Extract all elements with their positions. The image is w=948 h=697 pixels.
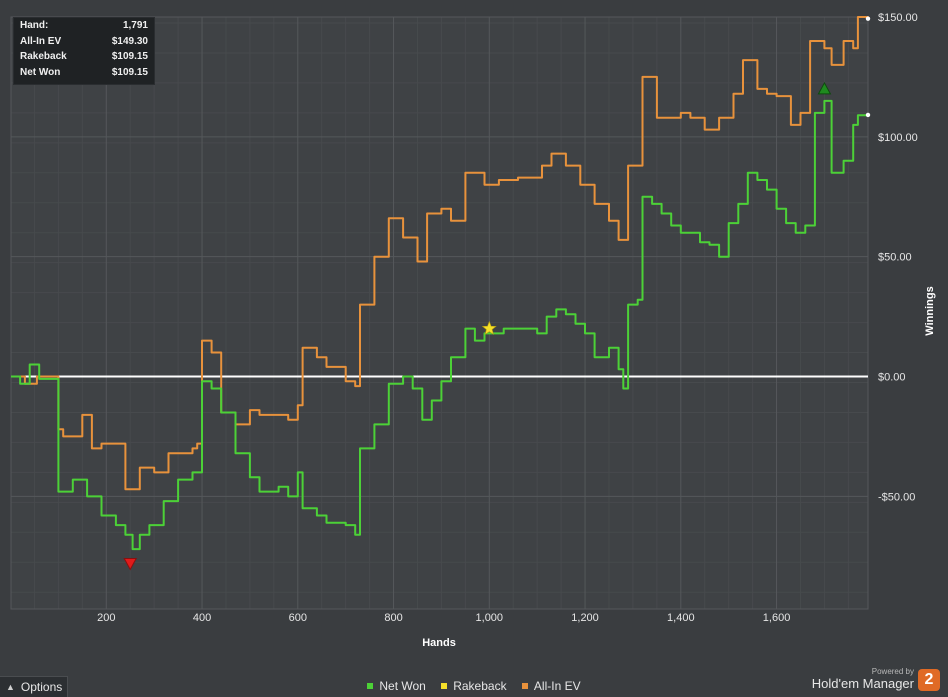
series-end-point xyxy=(865,16,871,21)
brand-logo-block: Powered by Hold'em Manager 2 xyxy=(812,667,940,691)
max-marker-icon xyxy=(817,81,832,95)
min-marker-icon xyxy=(123,557,138,571)
y-tick-label: $50.00 xyxy=(878,252,912,264)
options-button[interactable]: ▲ Options xyxy=(0,676,68,697)
y-axis-title: Winnings xyxy=(924,286,936,335)
brand-text: Powered by Hold'em Manager xyxy=(812,667,914,691)
stats-value: $149.30 xyxy=(111,35,148,47)
tick-labels: 200 400 600 800 1,000 1,200 1,400 1,600 $150.00 $… xyxy=(97,12,918,624)
star-marker-icon xyxy=(481,320,497,335)
stats-row-hand: Hand: 1,791 xyxy=(14,18,154,34)
y-tick-label: -$50.00 xyxy=(878,491,915,503)
x-axis-title: Hands xyxy=(422,637,456,649)
x-tick-label: 1,000 xyxy=(476,612,504,624)
y-tick-label: $100.00 xyxy=(878,132,918,144)
y-tick-label: $0.00 xyxy=(878,372,906,384)
x-tick-label: 1,600 xyxy=(763,612,791,624)
legend-swatch xyxy=(367,683,374,689)
legend-label: All-In EV xyxy=(533,679,581,693)
stats-label: Hand: xyxy=(20,20,49,31)
brand-name: Hold'em Manager xyxy=(811,676,914,691)
stats-label: Rakeback xyxy=(20,51,67,62)
legend-item-net-won[interactable]: Net Won xyxy=(367,679,426,693)
stats-value: $109.15 xyxy=(111,51,148,62)
plot-background xyxy=(11,17,868,609)
x-tick-label: 600 xyxy=(289,612,307,624)
series-line-net-won xyxy=(11,99,869,551)
series-layer xyxy=(11,16,871,551)
legend-label: Rakeback xyxy=(453,679,507,693)
legend-swatch xyxy=(521,683,528,689)
legend-label: Net Won xyxy=(379,679,426,693)
x-tick-label: 1,200 xyxy=(571,612,599,624)
legend-swatch xyxy=(441,683,448,689)
legend-item-rakeback[interactable]: Rakeback xyxy=(441,679,507,693)
brand-powered: Powered by xyxy=(871,667,914,676)
x-tick-label: 400 xyxy=(193,612,211,624)
plot-border xyxy=(10,16,869,610)
stats-label: All-In EV xyxy=(20,35,62,47)
stats-label: Net Won xyxy=(20,66,61,78)
hm2-logo-icon: 2 xyxy=(918,669,940,691)
series-line-all-in-ev xyxy=(11,16,869,491)
x-tick-label: 800 xyxy=(384,612,402,624)
stats-value: 1,791 xyxy=(122,20,148,31)
grid-lines xyxy=(10,16,869,610)
legend-item-allin-ev[interactable]: All-In EV xyxy=(521,679,581,693)
chevron-up-icon: ▲ xyxy=(6,682,15,692)
x-tick-label: 200 xyxy=(97,612,115,624)
stats-row-allin-ev: All-In EV $149.30 xyxy=(14,34,154,50)
x-tick-label: 1,400 xyxy=(667,612,695,624)
stats-box: Hand: 1,791 All-In EV $149.30 Rakeback $… xyxy=(13,17,155,85)
options-label: Options xyxy=(20,680,63,694)
stats-row-rakeback: Rakeback $109.15 xyxy=(14,49,154,65)
stats-row-net-won: Net Won $109.15 xyxy=(14,65,154,81)
marker-layer xyxy=(123,81,832,571)
chart-legend: Net Won Rakeback All-In EV xyxy=(0,678,948,693)
series-end-point xyxy=(865,112,871,118)
y-tick-label: $150.00 xyxy=(878,12,918,24)
stats-value: $109.15 xyxy=(111,66,148,78)
